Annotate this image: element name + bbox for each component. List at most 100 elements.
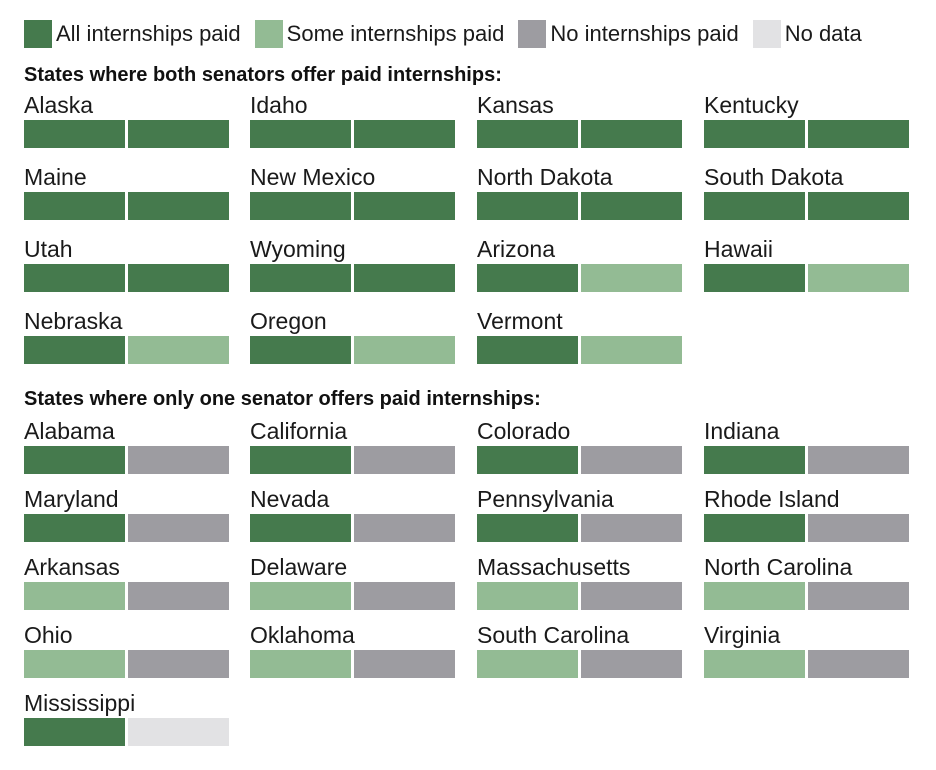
senator-bar-2 bbox=[128, 582, 229, 610]
senator-bar-2 bbox=[581, 650, 682, 678]
senator-bar-2 bbox=[354, 650, 455, 678]
state-row: Mississippi bbox=[24, 690, 230, 746]
senator-bar-2 bbox=[808, 582, 909, 610]
senator-bar-2 bbox=[128, 650, 229, 678]
state-name: Maryland bbox=[24, 486, 119, 512]
legend-item-nodata: No data bbox=[752, 20, 862, 48]
section-heading: States where both senators offer paid in… bbox=[24, 64, 502, 86]
senator-bar-2 bbox=[808, 650, 909, 678]
state-row: Ohio bbox=[24, 622, 230, 678]
senator-bars bbox=[704, 446, 910, 474]
senator-bar-2 bbox=[354, 120, 455, 148]
legend-item-all: All internships paid bbox=[24, 20, 241, 48]
senator-bars bbox=[704, 514, 910, 542]
senator-bar-2 bbox=[581, 514, 682, 542]
state-name: Nevada bbox=[250, 486, 330, 512]
state-name: New Mexico bbox=[250, 164, 376, 190]
senator-bar-2 bbox=[128, 192, 229, 220]
state-name: Alabama bbox=[24, 418, 115, 444]
state-row: Pennsylvania bbox=[477, 486, 683, 542]
senator-bar-1 bbox=[250, 446, 351, 474]
senator-bars bbox=[477, 514, 683, 542]
state-row: Alaska bbox=[24, 92, 230, 148]
senator-bar-1 bbox=[477, 192, 578, 220]
senator-bar-1 bbox=[24, 336, 125, 364]
senator-bar-2 bbox=[128, 514, 229, 542]
state-name: California bbox=[250, 418, 348, 444]
state-row: Vermont bbox=[477, 308, 683, 364]
senator-bar-1 bbox=[477, 582, 578, 610]
legend-label: All internships paid bbox=[56, 21, 241, 46]
senator-bar-1 bbox=[24, 582, 125, 610]
senator-bars bbox=[250, 192, 456, 220]
senator-bars bbox=[477, 192, 683, 220]
state-row: Oklahoma bbox=[250, 622, 456, 678]
legend-swatch-none bbox=[518, 20, 547, 48]
state-name: Ohio bbox=[24, 622, 73, 648]
state-name: Colorado bbox=[477, 418, 571, 444]
senator-bars bbox=[250, 582, 456, 610]
senator-bars bbox=[24, 192, 230, 220]
senator-bars bbox=[24, 718, 230, 746]
state-row: Virginia bbox=[704, 622, 910, 678]
senator-bars bbox=[24, 120, 230, 148]
state-name: South Carolina bbox=[477, 622, 630, 648]
senator-bars bbox=[704, 650, 910, 678]
senator-bar-2 bbox=[581, 264, 682, 292]
senator-bars bbox=[250, 336, 456, 364]
state-row: Hawaii bbox=[704, 236, 910, 292]
state-row: Kansas bbox=[477, 92, 683, 148]
state-row: South Dakota bbox=[704, 164, 910, 220]
state-row: Wyoming bbox=[250, 236, 456, 292]
senator-bar-1 bbox=[250, 582, 351, 610]
senator-bars bbox=[24, 650, 230, 678]
state-row: Idaho bbox=[250, 92, 456, 148]
state-row: Massachusetts bbox=[477, 554, 683, 610]
senator-bar-2 bbox=[128, 264, 229, 292]
state-name: Delaware bbox=[250, 554, 348, 580]
state-name: Pennsylvania bbox=[477, 486, 614, 512]
legend-label: Some internships paid bbox=[286, 21, 505, 46]
senator-bar-1 bbox=[477, 446, 578, 474]
senator-bar-1 bbox=[24, 446, 125, 474]
senator-bar-1 bbox=[24, 718, 125, 746]
senator-bar-1 bbox=[477, 264, 578, 292]
senator-bar-2 bbox=[354, 514, 455, 542]
legend-swatch-some bbox=[254, 20, 283, 48]
state-row: North Dakota bbox=[477, 164, 683, 220]
senator-bar-1 bbox=[704, 446, 805, 474]
state-name: Oklahoma bbox=[250, 622, 355, 648]
senator-bars bbox=[250, 446, 456, 474]
state-name: Mississippi bbox=[24, 690, 136, 716]
senator-bar-2 bbox=[354, 192, 455, 220]
senator-bar-1 bbox=[704, 192, 805, 220]
state-row: Indiana bbox=[704, 418, 910, 474]
state-row: California bbox=[250, 418, 456, 474]
senator-bar-1 bbox=[250, 336, 351, 364]
state-name: Wyoming bbox=[250, 236, 346, 262]
senator-bars bbox=[24, 336, 230, 364]
state-name: Vermont bbox=[477, 308, 563, 334]
senator-bar-2 bbox=[808, 120, 909, 148]
legend-label: No internships paid bbox=[550, 21, 739, 46]
state-name: Kansas bbox=[477, 92, 554, 118]
state-name: Virginia bbox=[704, 622, 781, 648]
state-name: Alaska bbox=[24, 92, 94, 118]
senator-bars bbox=[477, 446, 683, 474]
senator-bar-1 bbox=[704, 582, 805, 610]
state-row: Arkansas bbox=[24, 554, 230, 610]
senator-bar-2 bbox=[354, 582, 455, 610]
state-row: Colorado bbox=[477, 418, 683, 474]
state-name: Rhode Island bbox=[704, 486, 840, 512]
senator-bars bbox=[24, 582, 230, 610]
senator-bar-1 bbox=[24, 650, 125, 678]
senator-bars bbox=[704, 120, 910, 148]
state-name: Utah bbox=[24, 236, 73, 262]
senator-bars bbox=[477, 650, 683, 678]
senator-bar-1 bbox=[250, 650, 351, 678]
legend-label: No data bbox=[784, 21, 862, 46]
state-name: Indiana bbox=[704, 418, 780, 444]
state-name: Nebraska bbox=[24, 308, 123, 334]
senator-bars bbox=[477, 336, 683, 364]
senator-bar-2 bbox=[354, 264, 455, 292]
